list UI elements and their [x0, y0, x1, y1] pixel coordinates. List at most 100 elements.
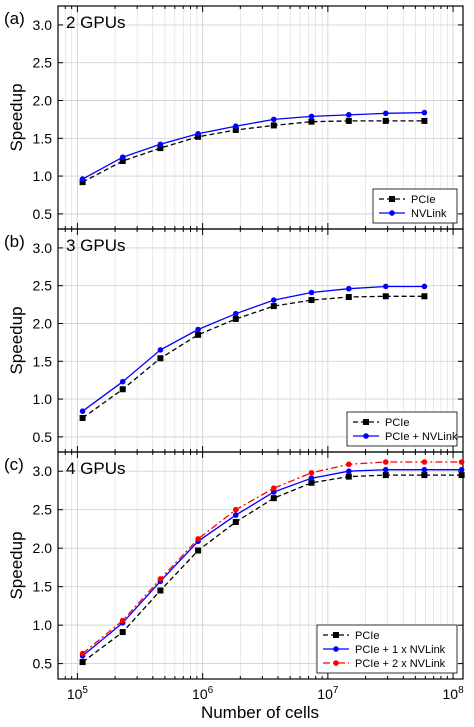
data-point-pcie-nvlink [421, 283, 428, 290]
legend-marker [363, 419, 369, 425]
data-point-pcie-1-x-nvlink [382, 466, 389, 473]
data-point-pcie [458, 472, 465, 479]
panel-b: 0.5 1.0 1.5 2.0 2.5 3.0 (b) 3 GPUs PCIe PCIe + NV… [4, 228, 464, 453]
y-axis-label-panel-b: Speedup [7, 306, 26, 374]
data-point-pcie-nvlink [346, 285, 352, 292]
data-point-pcie-nvlink [195, 326, 201, 333]
legend-label: PCIe + 2 x NVLink [355, 658, 446, 670]
data-point-pcie-2-x-nvlink [308, 469, 315, 476]
data-point-pcie-2-x-nvlink [382, 459, 389, 465]
data-point-pcie [157, 587, 164, 594]
y-tick-label: 1.5 [33, 579, 53, 595]
data-point-pcie-nvlink [232, 310, 239, 317]
data-point-pcie-1-x-nvlink [308, 475, 315, 481]
series-line-pcie-nvlink [82, 285, 425, 412]
panel-c: 0.5 1.0 1.5 2.0 2.5 3.0 (c) 4 GPUs PCIe PCIe + 1 … [4, 451, 465, 680]
y-tick-label: 1.5 [33, 353, 53, 369]
data-point-pcie-nvlink [79, 408, 86, 414]
data-point-pcie-2-x-nvlink [458, 459, 465, 465]
data-point-pcie [270, 303, 277, 310]
data-point-pcie-nvlink [119, 378, 126, 385]
legend-marker [389, 196, 395, 202]
y-tick-label: 2.0 [33, 92, 53, 108]
legend-marker [363, 433, 369, 439]
legend-label: PCIe [355, 630, 379, 642]
legend-c: PCIe PCIe + 1 x NVLink PCIe + 2 x NVLink [316, 624, 458, 674]
data-point-nvlink [195, 130, 201, 137]
y-tick-label: 1.0 [33, 168, 53, 184]
panel-title-a: 2 GPUs [66, 13, 126, 32]
y-tick-label: 2.5 [33, 55, 53, 71]
data-point-pcie-2-x-nvlink [195, 536, 201, 542]
data-point-pcie [79, 414, 86, 421]
y-tick-label: 1.0 [33, 391, 53, 407]
data-point-pcie-1-x-nvlink [346, 468, 352, 475]
legend-marker [389, 210, 395, 216]
legend-label: PCIe + NVLink [385, 431, 458, 443]
data-point-nvlink [421, 109, 428, 116]
data-point-nvlink [157, 141, 164, 148]
data-point-pcie [421, 117, 428, 124]
data-point-pcie-2-x-nvlink [119, 617, 126, 624]
data-point-nvlink [232, 123, 239, 129]
x-tick-label: 106 [192, 685, 214, 702]
y-tick-label: 0.5 [33, 656, 53, 672]
data-point-nvlink [382, 110, 389, 117]
data-point-pcie [119, 157, 126, 164]
data-point-pcie [270, 495, 277, 502]
data-point-pcie [308, 297, 315, 304]
panel-a: 0.5 1.0 1.5 2.0 2.5 3.0 (a) 2 GPUs PCIe NVLink [4, 5, 464, 230]
panel-label-c: (c) [4, 455, 24, 474]
data-point-pcie [308, 479, 315, 486]
y-axis-label-panel-c: Speedup [7, 531, 26, 599]
x-tick-label: 108 [443, 685, 465, 702]
data-point-pcie-2-x-nvlink [346, 461, 352, 468]
y-tick-label: 0.5 [33, 206, 53, 222]
data-point-pcie-2-x-nvlink [232, 506, 239, 513]
data-point-pcie [382, 472, 389, 479]
data-point-pcie [195, 133, 202, 140]
data-point-pcie-1-x-nvlink [458, 466, 465, 473]
data-point-pcie [345, 117, 352, 124]
data-point-pcie-nvlink [270, 297, 277, 303]
y-tick-label: 0.5 [33, 429, 53, 445]
y-tick-label: 3.0 [33, 463, 53, 479]
data-point-pcie [232, 315, 239, 322]
legend-label: NVLink [411, 208, 447, 220]
legend-label: PCIe + 1 x NVLink [355, 644, 446, 656]
legend-marker [333, 660, 339, 666]
data-point-pcie-2-x-nvlink [270, 485, 277, 491]
data-point-pcie [79, 179, 86, 186]
panel-label-a: (a) [4, 9, 25, 28]
data-point-pcie [382, 117, 389, 124]
series-line-nvlink [82, 111, 425, 180]
panel-title-c: 4 GPUs [66, 459, 126, 478]
data-point-pcie [232, 519, 239, 526]
data-point-pcie-2-x-nvlink [79, 650, 86, 657]
data-point-nvlink [308, 113, 315, 120]
y-tick-label: 2.0 [33, 540, 53, 556]
data-point-pcie [345, 294, 352, 301]
y-tick-label: 2.5 [33, 278, 53, 294]
data-point-pcie [421, 293, 428, 300]
legend-marker [333, 646, 339, 652]
y-tick-label: 3.0 [33, 17, 53, 33]
legend-label: PCIe [411, 194, 435, 206]
data-point-nvlink [270, 116, 277, 123]
data-point-pcie [195, 331, 202, 338]
data-point-pcie [79, 659, 86, 666]
plot-frame [57, 451, 464, 680]
data-point-pcie-1-x-nvlink [270, 489, 277, 495]
series-line-pcie [82, 120, 425, 183]
data-point-pcie [157, 145, 164, 152]
legend-b: PCIe PCIe + NVLink [346, 411, 458, 447]
y-tick-label: 2.0 [33, 315, 53, 331]
y-tick-label: 3.0 [33, 240, 53, 256]
legend-marker [333, 632, 339, 638]
x-axis-label: Number of cells [201, 703, 319, 722]
y-tick-label: 2.5 [33, 502, 53, 518]
x-tick-label: 105 [67, 685, 89, 702]
data-point-pcie-nvlink [382, 283, 389, 290]
